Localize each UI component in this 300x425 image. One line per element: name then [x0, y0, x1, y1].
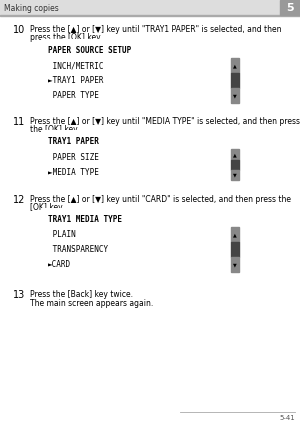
Bar — [280, 0, 300, 15]
Text: ▼: ▼ — [233, 173, 237, 177]
Bar — [231, 170, 239, 180]
Bar — [231, 58, 239, 73]
Text: 10: 10 — [13, 25, 25, 35]
Text: ▼: ▼ — [233, 262, 237, 267]
Text: PLAIN: PLAIN — [48, 230, 76, 239]
Text: Making copies: Making copies — [4, 3, 59, 12]
Text: Press the [▲] or [▼] key until "CARD" is selected, and then press the: Press the [▲] or [▼] key until "CARD" is… — [30, 195, 291, 204]
Bar — [231, 159, 239, 170]
Text: PAPER SOURCE SETUP: PAPER SOURCE SETUP — [48, 46, 131, 55]
Bar — [231, 149, 239, 159]
Text: press the [OK] key.: press the [OK] key. — [30, 33, 102, 42]
Text: 5: 5 — [286, 3, 294, 13]
Text: ▲: ▲ — [233, 63, 237, 68]
Bar — [45, 134, 240, 180]
Bar — [41, 39, 244, 107]
Text: 11: 11 — [13, 117, 25, 127]
Text: TRAY1 MEDIA TYPE: TRAY1 MEDIA TYPE — [48, 215, 122, 224]
Bar — [231, 73, 239, 88]
Text: [OK] key.: [OK] key. — [30, 203, 64, 212]
Text: Press the [▲] or [▼] key until "MEDIA TYPE" is selected, and then press: Press the [▲] or [▼] key until "MEDIA TY… — [30, 117, 300, 126]
Text: Press the [▲] or [▼] key until "TRAY1 PAPER" is selected, and then: Press the [▲] or [▼] key until "TRAY1 PA… — [30, 25, 281, 34]
Text: ▼: ▼ — [233, 93, 237, 98]
Bar — [231, 242, 239, 257]
Text: 13: 13 — [13, 290, 25, 300]
Text: The main screen appears again.: The main screen appears again. — [30, 299, 153, 308]
Text: 12: 12 — [13, 195, 26, 205]
Text: TRAY1 PAPER: TRAY1 PAPER — [48, 137, 99, 146]
Text: Press the [Back] key twice.: Press the [Back] key twice. — [30, 290, 133, 299]
Bar — [41, 130, 244, 184]
Text: TRANSPARENCY: TRANSPARENCY — [48, 245, 108, 254]
Bar — [231, 58, 239, 103]
Text: ►MEDIA TYPE: ►MEDIA TYPE — [48, 168, 99, 177]
Text: PAPER TYPE: PAPER TYPE — [48, 91, 99, 100]
Bar — [231, 88, 239, 103]
Bar — [231, 149, 239, 180]
Text: ▲: ▲ — [233, 232, 237, 237]
Bar — [231, 227, 239, 242]
Bar — [41, 208, 244, 276]
Bar — [231, 227, 239, 272]
Bar — [231, 257, 239, 272]
Text: ▲: ▲ — [233, 152, 237, 157]
Text: INCH/METRIC: INCH/METRIC — [48, 61, 104, 70]
Text: ►CARD: ►CARD — [48, 260, 71, 269]
Bar — [45, 212, 240, 272]
Text: ►TRAY1 PAPER: ►TRAY1 PAPER — [48, 76, 104, 85]
Text: 5-41: 5-41 — [279, 415, 295, 421]
Bar — [0, 0, 300, 15]
Bar — [45, 43, 240, 103]
Text: PAPER SIZE: PAPER SIZE — [48, 153, 99, 162]
Text: the [OK] key.: the [OK] key. — [30, 125, 79, 134]
Bar — [0, 15, 300, 16]
